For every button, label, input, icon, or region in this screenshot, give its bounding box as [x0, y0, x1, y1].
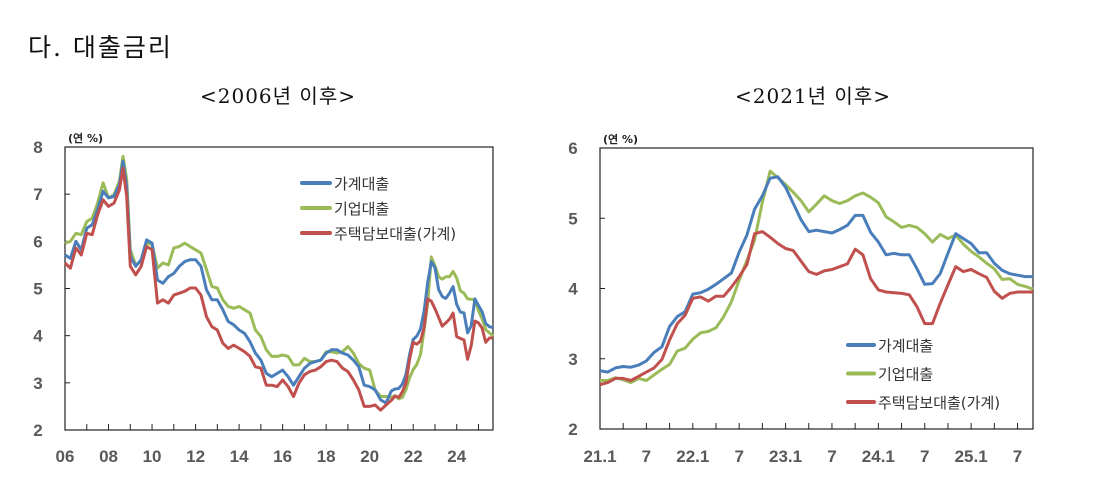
x-tick-label: 7: [642, 447, 651, 466]
y-tick-label: 6: [568, 139, 577, 158]
legend-label: 기업대출: [334, 200, 389, 218]
series-line-1: [599, 175, 1033, 374]
series-line-3: [63, 166, 493, 412]
x-tick-label: 22: [404, 447, 423, 466]
x-tick-label: 21.1: [583, 447, 616, 466]
legend-label: 주택담보대출(가계): [334, 225, 456, 243]
x-tick-label: 7: [920, 447, 929, 466]
y-tick-label: 6: [33, 232, 42, 251]
y-tick-label: 3: [33, 374, 42, 393]
legend-label: 가계대출: [334, 175, 389, 193]
series-line-2: [600, 169, 1034, 385]
x-tick-label: 23.1: [769, 447, 802, 466]
legend-label: 기업대출: [878, 366, 933, 384]
x-tick-label: 12: [186, 447, 205, 466]
x-tick-label: 20: [360, 447, 379, 466]
x-tick-label: 7: [827, 447, 836, 466]
x-tick-label: 25.1: [955, 447, 988, 466]
x-tick-label: 7: [1013, 447, 1022, 466]
x-tick-label: 16: [273, 447, 292, 466]
x-tick-label: 14: [230, 447, 249, 466]
chart-subtitle-2021: <2021년 이후>: [735, 84, 891, 108]
x-tick-label: 18: [317, 447, 336, 466]
page-title: 다. 대출금리: [28, 33, 173, 62]
y-unit-label: (연 %): [603, 132, 638, 146]
series-line-1: [64, 159, 494, 405]
y-tick-label: 2: [33, 421, 42, 440]
series-line-3: [599, 230, 1033, 387]
y-tick-label: 4: [33, 327, 43, 346]
y-tick-label: 8: [33, 138, 42, 157]
x-tick-label: 24.1: [862, 447, 895, 466]
x-tick-label: 06: [56, 447, 75, 466]
y-tick-label: 3: [568, 350, 577, 369]
y-tick-label: 5: [33, 280, 42, 299]
x-tick-label: 08: [99, 447, 118, 466]
y-tick-label: 5: [568, 209, 577, 228]
x-tick-label: 22.1: [676, 447, 709, 466]
plot-area: [599, 147, 1034, 430]
x-tick-label: 7: [734, 447, 743, 466]
y-tick-label: 4: [568, 280, 578, 299]
x-tick-label: 10: [143, 447, 162, 466]
x-tick-label: 24: [447, 447, 466, 466]
chart-subtitle-2006: <2006년 이후>: [200, 84, 356, 108]
y-tick-label: 7: [33, 185, 42, 204]
legend-label: 가계대출: [878, 337, 933, 355]
legend-label: 주택담보대출(가계): [878, 394, 1000, 412]
y-unit-label: (연 %): [68, 131, 103, 145]
y-tick-label: 2: [568, 420, 577, 439]
